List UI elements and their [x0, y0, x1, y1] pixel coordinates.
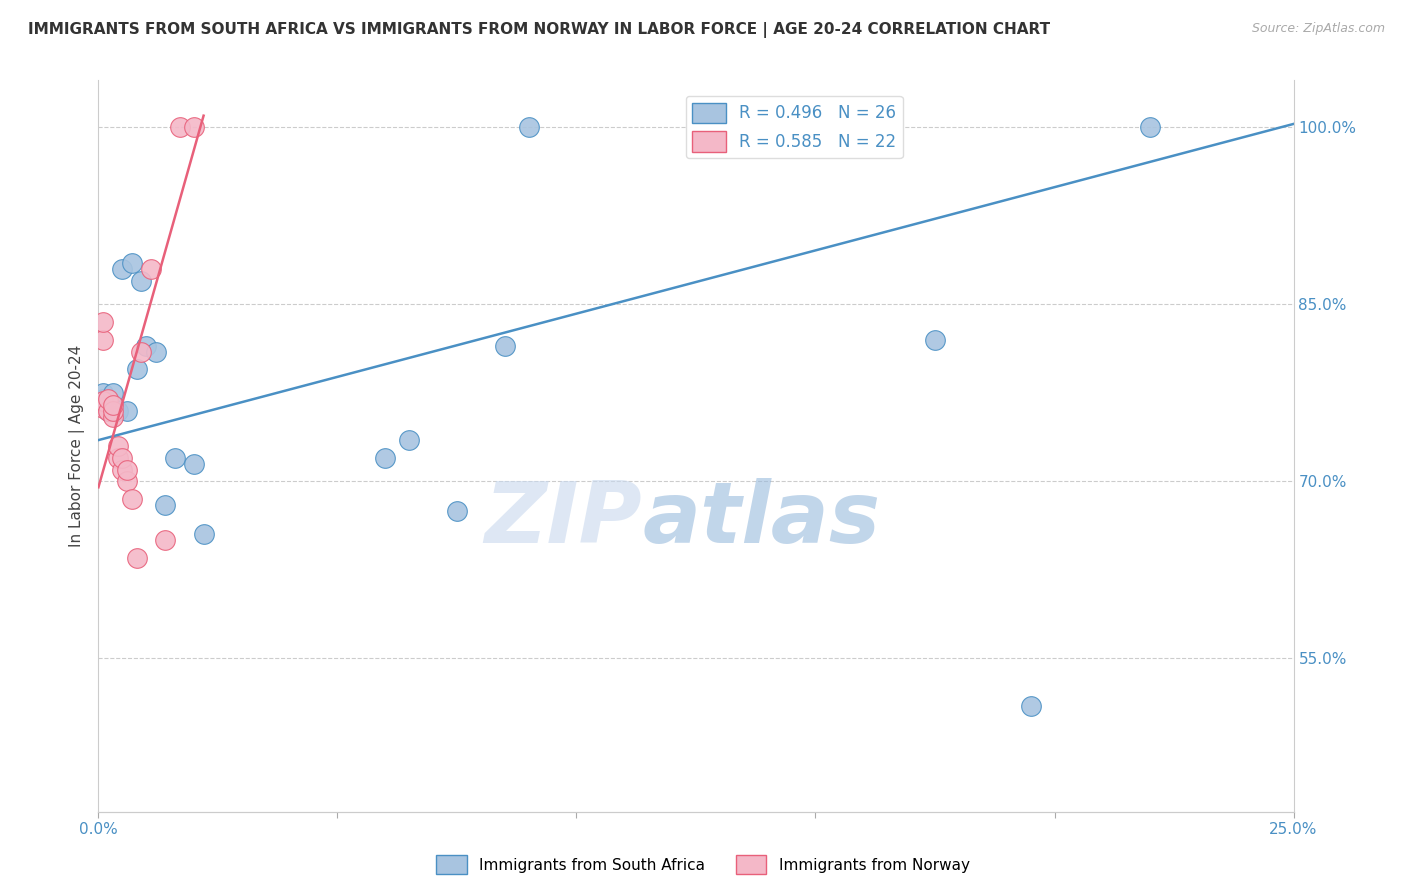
Point: [115, 403, 138, 417]
Point: [135, 339, 157, 353]
Point: [107, 439, 129, 453]
Text: IMMIGRANTS FROM SOUTH AFRICA VS IMMIGRANTS FROM NORWAY IN LABOR FORCE | AGE 20-2: IMMIGRANTS FROM SOUTH AFRICA VS IMMIGRAN…: [28, 22, 1050, 38]
Point: [1019, 698, 1042, 713]
Point: [101, 398, 124, 412]
Point: [115, 475, 138, 489]
Text: atlas: atlas: [643, 477, 880, 561]
Point: [111, 462, 134, 476]
Point: [115, 462, 138, 476]
Point: [91, 333, 114, 347]
Point: [97, 398, 120, 412]
Text: Source: ZipAtlas.com: Source: ZipAtlas.com: [1251, 22, 1385, 36]
Point: [155, 533, 177, 548]
Point: [101, 385, 124, 400]
Point: [494, 339, 516, 353]
Point: [107, 403, 129, 417]
Point: [193, 527, 215, 541]
Point: [183, 120, 205, 135]
Point: [91, 315, 114, 329]
Point: [125, 551, 148, 566]
Point: [446, 504, 468, 518]
Legend: Immigrants from South Africa, Immigrants from Norway: Immigrants from South Africa, Immigrants…: [430, 849, 976, 880]
Point: [97, 403, 120, 417]
Point: [121, 492, 143, 507]
Point: [924, 333, 946, 347]
Point: [1139, 120, 1161, 135]
Point: [517, 120, 540, 135]
Point: [125, 362, 148, 376]
Point: [131, 274, 153, 288]
Legend: R = 0.496   N = 26, R = 0.585   N = 22: R = 0.496 N = 26, R = 0.585 N = 22: [686, 96, 903, 158]
Y-axis label: In Labor Force | Age 20-24: In Labor Force | Age 20-24: [69, 345, 84, 547]
Point: [101, 409, 124, 424]
Point: [107, 450, 129, 465]
Point: [398, 433, 420, 447]
Point: [91, 401, 114, 416]
Point: [131, 344, 153, 359]
Point: [101, 403, 124, 417]
Point: [121, 256, 143, 270]
Point: [374, 450, 396, 465]
Point: [145, 344, 167, 359]
Point: [97, 403, 120, 417]
Point: [97, 392, 120, 406]
Text: ZIP: ZIP: [485, 477, 643, 561]
Point: [111, 262, 134, 277]
Point: [111, 450, 134, 465]
Point: [91, 394, 114, 409]
Point: [91, 392, 114, 406]
Point: [101, 398, 124, 412]
Point: [169, 120, 191, 135]
Point: [183, 457, 205, 471]
Point: [155, 498, 177, 512]
Point: [139, 262, 162, 277]
Point: [163, 450, 186, 465]
Point: [91, 385, 114, 400]
